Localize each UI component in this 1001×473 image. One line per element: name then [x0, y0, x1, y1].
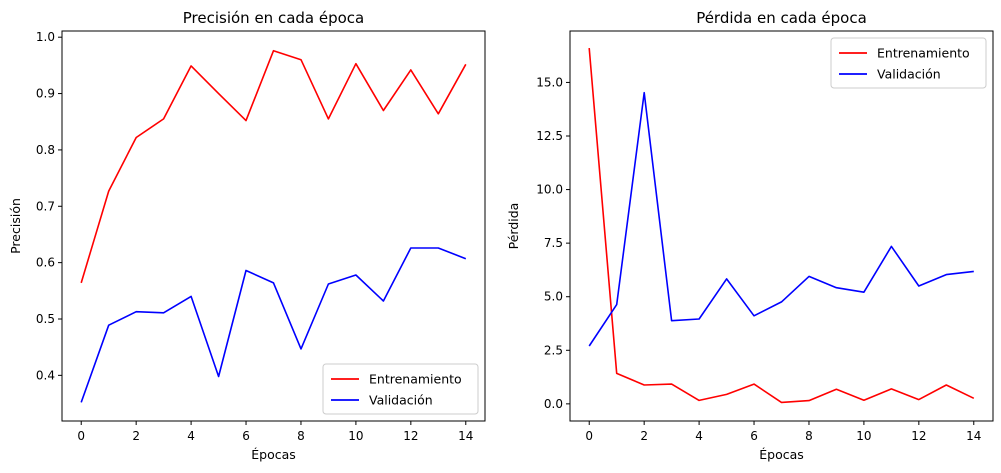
legend-label: Entrenamiento [877, 46, 970, 61]
x-tick-label: 12 [403, 429, 418, 443]
x-axis-label: Épocas [759, 447, 804, 462]
chart-title: Pérdida en cada época [696, 9, 867, 27]
y-tick-label: 0.8 [36, 143, 55, 157]
x-tick-label: 6 [242, 429, 250, 443]
y-tick-label: 0.6 [36, 256, 55, 270]
legend: Entrenamiento Validación [322, 363, 479, 415]
series-line-validacion [80, 247, 467, 403]
legend-label: Validación [369, 393, 433, 408]
chart-title: Precisión en cada época [183, 9, 365, 27]
y-tick-label: 0.7 [36, 199, 55, 213]
x-tick-label: 12 [911, 429, 926, 443]
x-tick-label: 14 [458, 429, 473, 443]
series-line-validacion [588, 91, 974, 347]
y-tick-label: 0.9 [36, 87, 55, 101]
series-line-entrenamiento [80, 49, 467, 284]
x-tick-label: 6 [750, 429, 758, 443]
x-tick-label: 14 [966, 429, 981, 443]
x-tick-label: 4 [187, 429, 195, 443]
legend: Entrenamiento Validación [830, 37, 987, 89]
y-axis-label: Precisión [8, 198, 23, 254]
x-tick-label: 2 [132, 429, 140, 443]
y-tick-label: 0.4 [36, 368, 55, 382]
y-tick-label: 7.5 [544, 236, 563, 250]
series-line-entrenamiento [588, 48, 975, 404]
y-tick-label: 10.0 [536, 183, 563, 197]
x-tick-label: 10 [856, 429, 871, 443]
y-tick-label: 15.0 [536, 75, 563, 89]
y-tick-label: 0.5 [36, 312, 55, 326]
chart-1: Precisión en cada época 0 2 4 6 8 10 12 14 0.4 0.5… [8, 9, 486, 462]
x-tick-label: 0 [77, 429, 85, 443]
x-tick-label: 8 [297, 429, 305, 443]
chart-2: Pérdida en cada época 0 2 4 6 8 10 12 14 0.0 2.5 5.… [506, 9, 994, 462]
x-tick-label: 10 [348, 429, 363, 443]
y-tick-label: 5.0 [544, 290, 563, 304]
plot-frame [61, 30, 486, 422]
x-tick-label: 8 [805, 429, 813, 443]
y-axis-label: Pérdida [506, 203, 521, 250]
y-tick-label: 1.0 [36, 30, 55, 44]
x-tick-label: 0 [585, 429, 593, 443]
y-tick-label: 2.5 [544, 343, 563, 357]
legend-box [830, 37, 987, 89]
legend-label: Validación [877, 67, 941, 82]
y-tick-label: 0.0 [544, 397, 563, 411]
x-tick-label: 4 [695, 429, 703, 443]
x-tick-label: 2 [640, 429, 648, 443]
legend-box [322, 363, 479, 415]
plot-frame [569, 30, 994, 422]
x-axis-label: Épocas [251, 447, 296, 462]
y-tick-label: 12.5 [536, 129, 563, 143]
legend-label: Entrenamiento [369, 372, 462, 387]
